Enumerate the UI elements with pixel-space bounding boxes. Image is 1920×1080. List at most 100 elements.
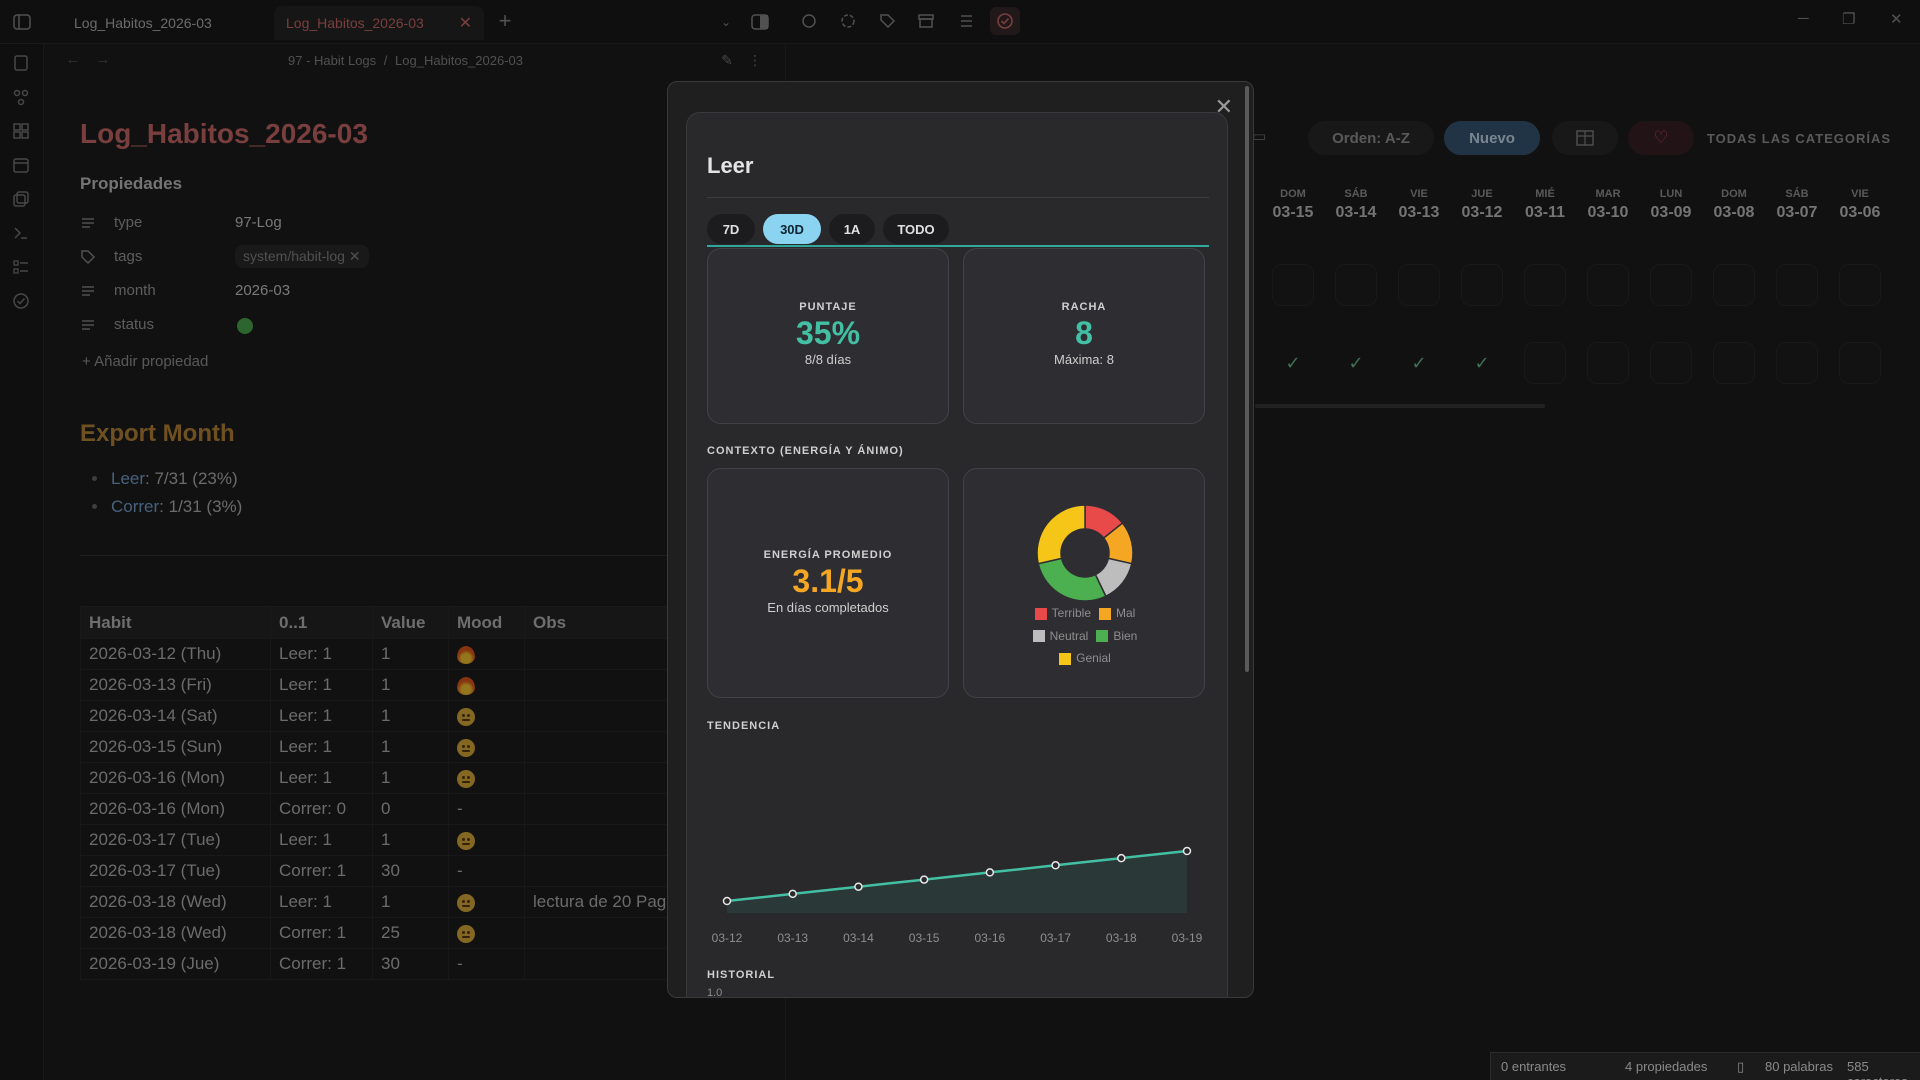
table-cell-v01[interactable]: Leer: 1 <box>270 700 373 732</box>
table-cell-value[interactable]: 30 <box>372 948 449 980</box>
mood-cell[interactable] <box>448 669 525 701</box>
habit-day-cell[interactable] <box>1587 342 1629 384</box>
grid-scrollbar[interactable] <box>1255 404 1545 408</box>
table-cell-v01[interactable]: Leer: 1 <box>270 886 373 918</box>
table-cell-v01[interactable]: Leer: 1 <box>270 824 373 856</box>
table-cell-value[interactable]: 25 <box>372 917 449 949</box>
table-cell-habit[interactable]: 2026-03-17 (Tue) <box>80 824 271 856</box>
table-cell-habit[interactable]: 2026-03-18 (Wed) <box>80 917 271 949</box>
trend-point[interactable] <box>1117 853 1126 863</box>
range-1a-button[interactable]: 1A <box>829 214 875 244</box>
property-status[interactable]: status <box>80 312 500 340</box>
restore-icon[interactable]: ❐ <box>1842 11 1856 28</box>
trend-point[interactable] <box>919 875 929 884</box>
archive-icon[interactable] <box>916 11 936 31</box>
close-tab-icon[interactable]: ✕ <box>458 15 472 32</box>
table-cell-value[interactable]: 1 <box>372 762 449 794</box>
chevron-down-icon[interactable]: ⌄ <box>720 15 732 29</box>
export-link[interactable]: Correr <box>111 497 160 516</box>
more-options-icon[interactable]: ⋮ <box>748 51 762 68</box>
tab-1[interactable]: Log_Habitos_2026-03 <box>62 6 272 40</box>
mood-cell[interactable] <box>448 700 525 732</box>
table-cell-v01[interactable]: Leer: 1 <box>270 638 373 670</box>
back-arrow-icon[interactable]: ← <box>65 50 81 68</box>
habit-day-cell[interactable] <box>1713 264 1755 306</box>
trend-point[interactable] <box>854 882 863 891</box>
table-cell-v01[interactable]: Correr: 1 <box>270 917 373 949</box>
legend-item[interactable]: Genial <box>1059 648 1111 669</box>
mood-cell[interactable] <box>448 824 525 856</box>
legend-item[interactable]: Terrible <box>1034 603 1091 624</box>
tab-2-active[interactable]: Log_Habitos_2026-03 ✕ <box>274 6 484 40</box>
graph-icon[interactable] <box>12 88 32 108</box>
mood-cell[interactable] <box>448 886 525 918</box>
terminal-icon[interactable] <box>12 224 32 244</box>
backlinks-count[interactable]: 0 entrantes <box>1501 1059 1567 1074</box>
trend-point[interactable] <box>722 896 732 906</box>
check-circle-icon[interactable] <box>12 292 32 312</box>
status-dot[interactable] <box>237 318 253 334</box>
column-header[interactable]: Habit <box>80 606 271 639</box>
table-cell-v01[interactable]: Leer: 1 <box>270 731 373 763</box>
tag-pill[interactable]: system/habit-log ✕ <box>235 245 369 268</box>
checkmark-icon[interactable]: ✓ <box>1411 352 1427 373</box>
categories-filter[interactable]: TODAS LAS CATEGORÍAS <box>1704 121 1894 155</box>
range-todo-button[interactable]: TODO <box>883 214 949 244</box>
habit-day-cell[interactable] <box>1587 264 1629 306</box>
table-cell-habit[interactable]: 2026-03-13 (Fri) <box>80 669 271 701</box>
range-7d-button[interactable]: 7D <box>707 214 755 244</box>
property-value[interactable]: 97-Log <box>235 214 282 231</box>
archive-icon[interactable]: ▭ <box>1252 128 1267 145</box>
calendar-icon[interactable] <box>12 156 32 176</box>
table-cell-habit[interactable]: 2026-03-16 (Mon) <box>80 762 271 794</box>
table-cell-value[interactable]: 1 <box>372 700 449 732</box>
habit-day-cell[interactable] <box>1776 264 1818 306</box>
favorites-button[interactable]: ♡ <box>1628 121 1694 155</box>
property-tags[interactable]: tags system/habit-log ✕ <box>80 244 500 272</box>
trend-point[interactable] <box>985 868 995 877</box>
table-view-button[interactable] <box>1552 121 1618 155</box>
habit-day-cell[interactable] <box>1713 342 1755 384</box>
column-header[interactable]: 0..1 <box>270 606 373 639</box>
table-cell-v01[interactable]: Correr: 0 <box>270 793 373 825</box>
table-cell-habit[interactable]: 2026-03-14 (Sat) <box>80 700 271 732</box>
export-link[interactable]: Leer <box>111 469 146 488</box>
habit-tracker-icon[interactable] <box>990 7 1020 35</box>
property-type[interactable]: type 97-Log <box>80 210 500 238</box>
range-30d-button[interactable]: 30D <box>763 214 821 244</box>
table-cell-value[interactable]: 1 <box>372 669 449 701</box>
habit-day-cell[interactable] <box>1398 264 1440 306</box>
new-habit-button[interactable]: Nuevo <box>1444 121 1540 155</box>
sidebar-toggle-icon[interactable] <box>12 12 32 32</box>
habit-day-cell[interactable] <box>1839 264 1881 306</box>
grid-icon[interactable] <box>12 122 32 142</box>
habit-day-cell[interactable] <box>1776 342 1818 384</box>
close-window-icon[interactable]: ✕ <box>1890 11 1903 28</box>
copy-icon[interactable] <box>12 190 32 210</box>
trend-point[interactable] <box>788 889 797 899</box>
trend-point[interactable] <box>1182 846 1192 856</box>
table-cell-v01[interactable]: Correr: 1 <box>270 948 373 980</box>
legend-item[interactable]: Neutral <box>1032 626 1088 647</box>
checkmark-icon[interactable]: ✓ <box>1474 352 1490 373</box>
split-view-icon[interactable] <box>750 12 770 32</box>
legend-item[interactable]: Bien <box>1096 626 1137 647</box>
mood-cell[interactable] <box>448 731 525 763</box>
link-icon[interactable] <box>799 11 819 31</box>
property-month[interactable]: month 2026-03 <box>80 278 500 306</box>
unlink-icon[interactable] <box>838 11 858 31</box>
breadcrumb-folder[interactable]: 97 - Habit Logs <box>288 53 377 68</box>
modal-scrollbar[interactable] <box>1245 86 1249 672</box>
habit-day-cell[interactable] <box>1524 264 1566 306</box>
habit-day-cell[interactable] <box>1461 264 1503 306</box>
habit-day-cell[interactable] <box>1524 342 1566 384</box>
forward-arrow-icon[interactable]: → <box>95 50 111 68</box>
habit-day-cell[interactable] <box>1650 264 1692 306</box>
remove-tag-icon[interactable]: ✕ <box>348 248 361 264</box>
edit-pencil-icon[interactable]: ✎ <box>721 51 733 68</box>
checklist-icon[interactable] <box>12 258 32 278</box>
table-cell-value[interactable]: 0 <box>372 793 449 825</box>
file-icon[interactable] <box>12 54 32 74</box>
table-cell-habit[interactable]: 2026-03-12 (Thu) <box>80 638 271 670</box>
breadcrumb-file[interactable]: Log_Habitos_2026-03 <box>395 53 523 68</box>
